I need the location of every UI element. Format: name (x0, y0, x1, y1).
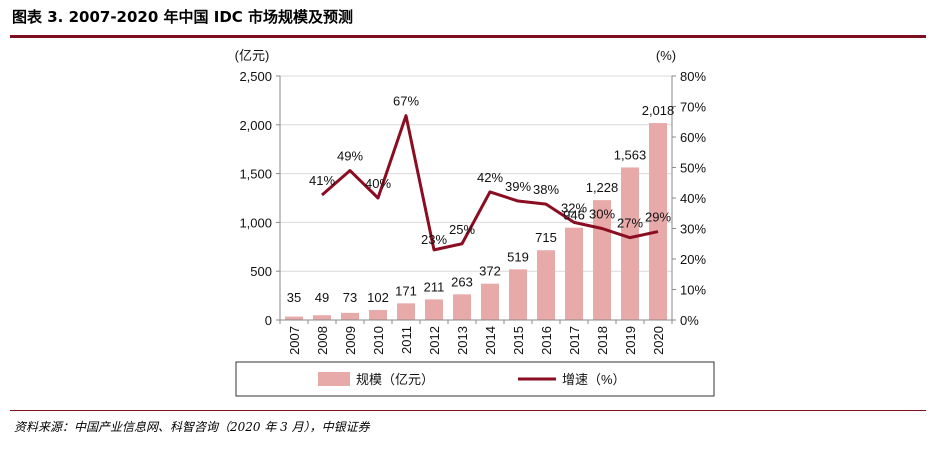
left-tick-label: 1,000 (239, 215, 272, 230)
x-tick-label: 2013 (455, 326, 470, 355)
x-tick-label: 2007 (287, 326, 302, 355)
left-tick-label: 2,500 (239, 69, 272, 84)
bar-value-label: 263 (451, 274, 473, 289)
bar (341, 312, 359, 320)
legend-box (235, 361, 715, 397)
bar-value-label: 2,018 (642, 103, 675, 118)
x-tick-label: 2020 (651, 326, 666, 355)
x-tick-label: 2015 (511, 326, 526, 355)
x-tick-label: 2017 (567, 326, 582, 355)
right-tick-label: 40% (680, 191, 706, 206)
x-tick-label: 2008 (315, 326, 330, 355)
x-tick-label: 2010 (371, 326, 386, 355)
legend-bar-label: 规模（亿元） (356, 372, 434, 387)
growth-value-label: 23% (421, 232, 447, 247)
source-note: 资料来源：中国产业信息网、科智咨询（2020 年 3 月），中银证券 (14, 420, 370, 434)
x-tick-label: 2018 (595, 326, 610, 355)
growth-value-label: 27% (617, 216, 643, 231)
growth-value-label: 25% (449, 222, 475, 237)
growth-value-label: 38% (533, 182, 559, 197)
line-series (321, 114, 659, 252)
growth-value-label: 49% (337, 149, 363, 164)
x-tick-label: 2016 (539, 326, 554, 355)
bar-value-label: 946 (563, 208, 585, 223)
left-tick-label: 0 (265, 313, 272, 328)
growth-value-label: 42% (477, 170, 503, 185)
x-tick-label: 2011 (399, 326, 414, 354)
bar-value-label: 102 (367, 290, 389, 305)
x-tick-label: 2012 (427, 326, 442, 355)
bar-value-label: 73 (343, 290, 357, 305)
bar-value-label: 519 (507, 249, 529, 264)
bar-value-label: 715 (535, 230, 557, 245)
right-tick-label: 10% (680, 283, 706, 298)
axes: 0 500 1,000 1,500 2,000 2,500 (亿元) 0% 10% 20% 30% 4… (235, 48, 707, 355)
bar (369, 310, 387, 320)
bar (481, 283, 499, 320)
growth-value-label: 32% (561, 200, 587, 215)
legend-line-label: 增速（%） (562, 372, 626, 387)
bar (285, 316, 303, 320)
bar (397, 303, 415, 320)
bar-series (285, 123, 667, 320)
bottom-rule (10, 410, 926, 411)
bar-value-label: 49 (315, 290, 329, 305)
left-axis-unit: (亿元) (235, 48, 270, 63)
left-tick-label: 1,500 (239, 167, 272, 182)
right-tick-label: 50% (680, 161, 706, 176)
bar (649, 123, 667, 320)
bar (537, 250, 555, 320)
bar-value-label: 1,563 (614, 147, 647, 162)
bar (313, 315, 331, 320)
growth-value-label: 39% (505, 179, 531, 194)
bar-value-label: 35 (287, 290, 301, 305)
legend-bar-swatch (318, 372, 350, 386)
growth-value-label: 41% (309, 173, 335, 188)
right-axis-unit: (%) (656, 48, 676, 63)
bar (621, 167, 639, 320)
x-tick-label: 2019 (623, 326, 638, 355)
bar (425, 299, 443, 320)
right-tick-label: 0% (680, 313, 699, 328)
growth-value-label: 30% (589, 207, 615, 222)
bar-value-label: 372 (479, 264, 501, 279)
growth-value-label: 40% (365, 176, 391, 191)
bar-value-label: 1,228 (586, 180, 619, 195)
bar (453, 294, 471, 320)
legend: 规模（亿元） 增速（%） (235, 361, 715, 397)
chart-title: 图表 3. 2007-2020 年中国 IDC 市场规模及预测 (12, 8, 354, 26)
right-tick-label: 80% (680, 69, 706, 84)
x-tick-label: 2009 (343, 326, 358, 355)
growth-value-label: 67% (393, 94, 419, 109)
bar (565, 227, 583, 320)
x-tick-label: 2014 (483, 326, 498, 355)
growth-line (321, 114, 659, 252)
bar-value-label: 211 (424, 279, 445, 294)
left-tick-label: 2,000 (239, 118, 272, 133)
left-tick-label: 500 (250, 264, 272, 279)
right-tick-label: 20% (680, 252, 706, 267)
growth-value-label: 29% (645, 210, 671, 225)
chart: 0 500 1,000 1,500 2,000 2,500 (亿元) 0% 10% 20% 30% 4… (235, 48, 715, 397)
bar (509, 269, 527, 320)
bar-value-label: 171 (395, 283, 417, 298)
top-rule (10, 35, 926, 38)
right-tick-label: 70% (680, 100, 706, 115)
right-tick-label: 30% (680, 222, 706, 237)
right-tick-label: 60% (680, 130, 706, 145)
